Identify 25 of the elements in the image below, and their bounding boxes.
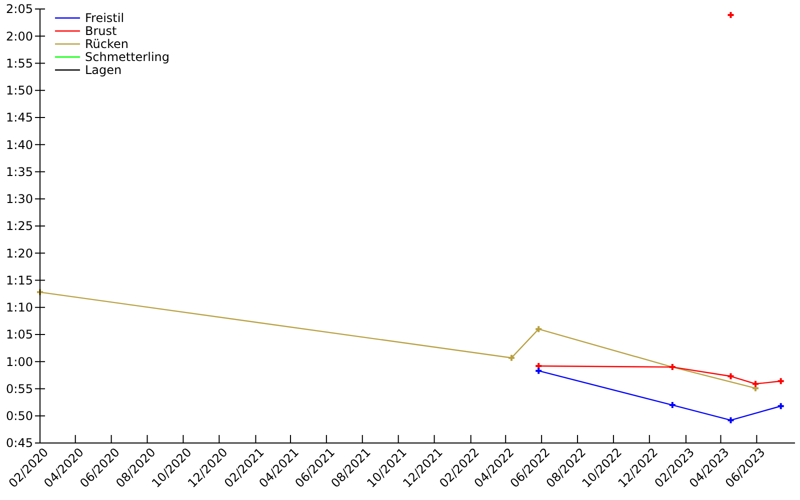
y-tick-label: 1:55 [6, 56, 33, 70]
y-tick-label: 1:20 [6, 246, 33, 260]
legend-label: Rücken [85, 37, 129, 52]
legend-label: Lagen [85, 63, 122, 78]
point [726, 416, 735, 424]
y-tick-label: 0:45 [6, 436, 33, 450]
y-tick-label: 1:30 [6, 192, 33, 206]
y-tick-label: 1:35 [6, 164, 33, 179]
y-tick-label: 1:40 [6, 138, 33, 152]
y-tick-label: 1:15 [6, 273, 33, 288]
legend-label: Schmetterling [85, 50, 170, 64]
y-tick-label: 1:45 [6, 110, 33, 125]
point [534, 325, 543, 334]
y-tick-label: 0:50 [6, 409, 33, 424]
y-tick-label: 2:00 [6, 29, 33, 44]
y-tick-label: 1:10 [6, 300, 33, 315]
y-tick-label: 1:00 [6, 354, 33, 369]
legend-label: Brust [85, 24, 118, 38]
y-tick-label: 1:25 [6, 219, 33, 234]
y-tick-label: 1:05 [6, 328, 33, 342]
legend-label: Freistil [85, 11, 124, 26]
y-tick-label: 2:05 [6, 2, 33, 16]
y-tick-label: 1:50 [6, 84, 33, 98]
y-tick-label: 0:55 [6, 382, 33, 396]
point [726, 372, 735, 380]
